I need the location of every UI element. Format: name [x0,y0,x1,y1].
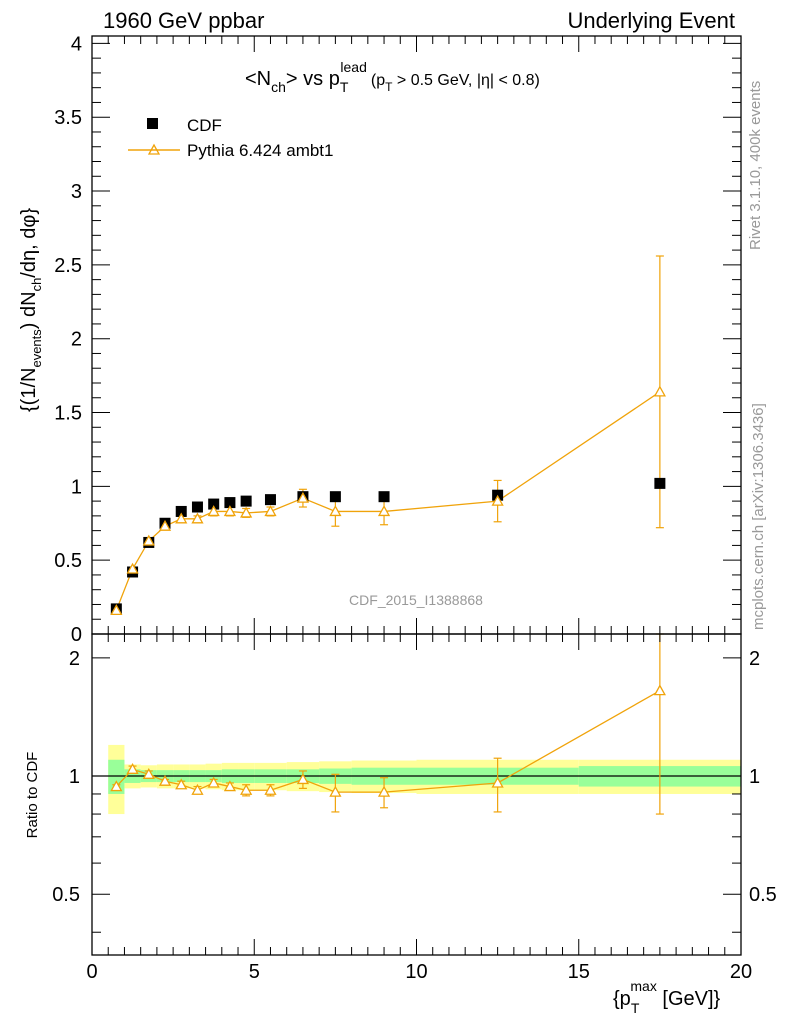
analysis-watermark: CDF_2015_I1388868 [349,592,483,608]
legend-marker-cdf [147,118,158,129]
main-y-tick-label: 3.5 [54,107,82,129]
ratio-y-tick-label-right: 1 [749,766,760,788]
legend-label-mc: Pythia 6.424 ambt1 [187,141,333,160]
ratio-mc-point [158,774,172,786]
cdf-point [240,495,252,507]
ratio-mc-point [264,783,277,795]
mc-point [207,505,220,517]
main-y-tick-label: 3 [71,181,82,203]
main-y-axis-label: {(1/Nevents) dNch/dη, dφ} [18,208,44,412]
mc-point [377,505,391,517]
axis-ticks [91,36,742,955]
mc-point [264,505,277,517]
legend-marker-mc [147,143,161,155]
ratio-mc-point [223,780,237,792]
x-tick-label: 5 [249,961,260,983]
mc-point [329,505,342,517]
ratio-y-tick-label: 0.5 [52,884,80,906]
ratio-mc-point [653,684,666,696]
mc-point [491,494,504,506]
ratio-y-tick-label: 1 [69,766,80,788]
ratio-mc-point [329,785,342,797]
mc-point [223,505,237,517]
data-layer [110,255,666,815]
legend: CDF Pythia 6.424 ambt1 [128,116,333,160]
ratio-mc-point [377,785,391,797]
mc-point [296,491,310,503]
ratio-mc-point [110,780,123,792]
ratio-mc-point [142,767,155,779]
main-y-tick-label: 0.5 [54,550,82,572]
ratio-mc-point [491,776,504,788]
main-y-tick-label: 0 [71,624,82,646]
ratio-mc-point [175,778,188,790]
ratio-y-axis-label: Ratio to CDF [24,752,41,839]
x-tick-label: 10 [405,961,427,983]
x-tick-label: 0 [86,961,97,983]
ratio-mc-point [126,762,139,774]
plot-title: <Nch> vs pTlead(pT > 0.5 GeV, |η| < 0.8) [245,59,540,95]
mc-point [240,506,253,518]
mc-point [158,519,172,531]
main-y-tick-label: 2.5 [54,255,82,277]
mcplots-label: mcplots.cern.ch [arXiv:1306.3436] [750,403,767,630]
cdf-point [191,501,203,513]
x-axis-label: {pTmax [GeV]} [613,978,721,1016]
uncertainty-bands [108,744,741,815]
cdf-point [654,477,666,489]
header-left: 1960 GeV ppbar [103,8,264,33]
cdf-point [224,497,236,509]
ratio-mc-point [296,773,310,785]
ratio-panel-frame [91,633,742,956]
main-y-tick-label: 2 [71,329,82,351]
ratio-mc-point [191,783,204,795]
main-y-tick-label: 4 [71,33,82,55]
main-y-tick-label: 1.5 [54,403,82,425]
header-right: Underlying Event [567,8,735,33]
tick-labels: 00.511.522.533.540.5 0.51 12 20 5 10 15 20 [52,33,777,983]
mc-point [142,534,155,546]
cdf-point [208,498,220,510]
main-y-tick-label: 1 [71,476,82,498]
band-inner-segment [108,759,125,794]
ratio-y-tick-label-right: 0.5 [749,884,777,906]
mc-point [653,385,666,397]
cdf-point [378,491,390,503]
x-tick-label: 20 [730,961,752,983]
mc-point [175,512,188,524]
mc-point [126,562,139,574]
cdf-point [329,491,341,503]
ratio-y-tick-label-right: 2 [749,648,760,670]
ratio-mc-point [207,776,220,788]
rivet-label: Rivet 3.1.10, 400k events [747,81,764,250]
cdf-point [264,494,276,506]
cdf-point [175,505,187,517]
mc-point [110,604,123,616]
legend-label-cdf: CDF [187,116,222,135]
ratio-mc-point [240,783,253,795]
x-tick-label: 15 [568,961,590,983]
mc-point [191,512,204,524]
ratio-y-tick-label: 2 [69,648,80,670]
